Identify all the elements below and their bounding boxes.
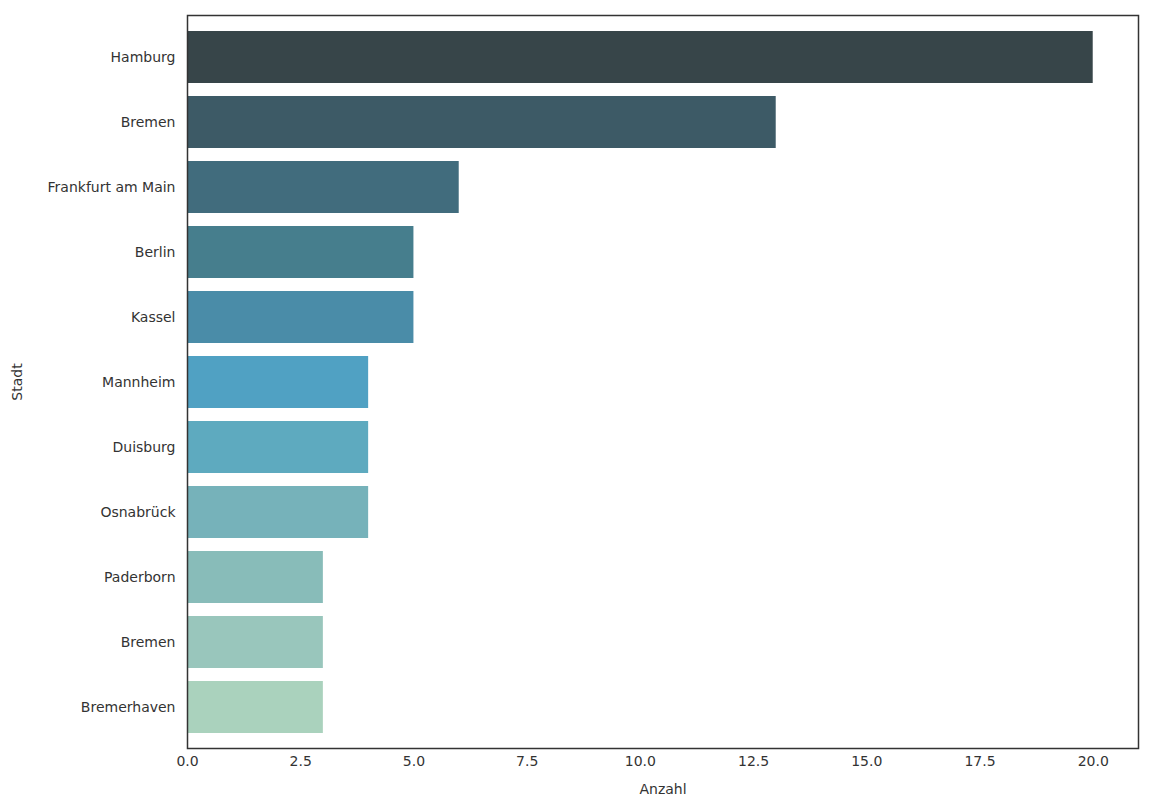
svg-text:12.5: 12.5 — [738, 753, 769, 769]
svg-text:Hamburg: Hamburg — [111, 49, 176, 65]
svg-text:Berlin: Berlin — [135, 244, 176, 260]
svg-text:7.5: 7.5 — [516, 753, 538, 769]
svg-text:Bremerhaven: Bremerhaven — [81, 699, 176, 715]
svg-text:5.0: 5.0 — [403, 753, 425, 769]
svg-text:Anzahl: Anzahl — [639, 781, 686, 797]
svg-text:Bremen: Bremen — [121, 114, 176, 130]
svg-text:Kassel: Kassel — [131, 309, 176, 325]
svg-text:20.0: 20.0 — [1078, 753, 1109, 769]
svg-text:Stadt: Stadt — [9, 363, 25, 401]
svg-text:17.5: 17.5 — [964, 753, 995, 769]
svg-text:2.5: 2.5 — [290, 753, 312, 769]
svg-text:0.0: 0.0 — [176, 753, 198, 769]
svg-text:Duisburg: Duisburg — [113, 439, 176, 455]
svg-text:Osnabrück: Osnabrück — [100, 504, 176, 520]
svg-text:Paderborn: Paderborn — [104, 569, 175, 585]
svg-text:15.0: 15.0 — [851, 753, 882, 769]
svg-text:10.0: 10.0 — [625, 753, 656, 769]
svg-text:Frankfurt am Main: Frankfurt am Main — [48, 179, 176, 195]
svg-text:Mannheim: Mannheim — [102, 374, 175, 390]
svg-text:Bremen: Bremen — [121, 634, 176, 650]
